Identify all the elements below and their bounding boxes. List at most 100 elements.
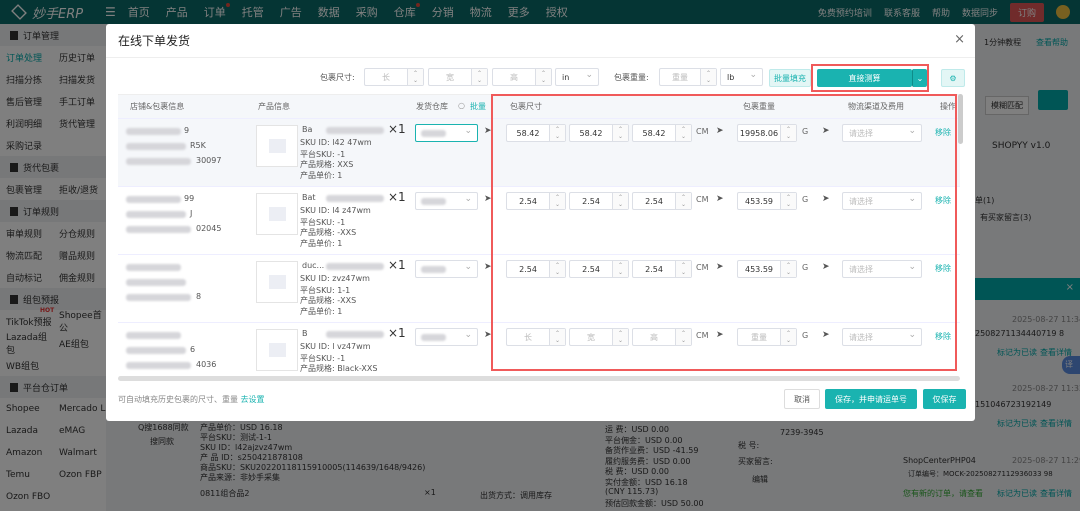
paper-plane-icon[interactable]: ➤ (822, 194, 830, 204)
stepper-icon[interactable]: ⌃ ⌄ (675, 125, 691, 141)
go-settings-link[interactable]: 去设置 (240, 395, 265, 404)
height-input[interactable]: 2.54 ⌃ ⌄ (632, 260, 692, 278)
weight-unit: G (802, 331, 809, 340)
warehouse-select[interactable] (415, 328, 478, 346)
product-platform-sku: 平台SKU: -1 (300, 149, 346, 159)
direct-calc-button[interactable]: 直接测算 (817, 69, 912, 87)
paper-plane-icon[interactable]: ➤ (484, 330, 492, 340)
product-spec: 产品规格: -XXS (300, 228, 357, 237)
stepper-icon[interactable]: ⌃ ⌄ (549, 261, 565, 277)
paper-plane-icon[interactable]: ➤ (716, 262, 724, 272)
stepper-icon[interactable]: ⌃ ⌄ (780, 193, 796, 209)
col-product: 产品信息 (258, 102, 290, 111)
dim-unit: CM (696, 127, 709, 136)
paper-plane-icon[interactable]: ➤ (822, 330, 830, 340)
width-input[interactable]: 58.42 ⌃ ⌄ (569, 124, 629, 142)
height-input[interactable]: 2.54 ⌃ ⌄ (632, 192, 692, 210)
blurred-text (126, 362, 191, 369)
weight-input[interactable]: 19958.06 ⌃ ⌄ (737, 124, 797, 142)
weight-input[interactable]: 453.59 ⌃ ⌄ (737, 192, 797, 210)
horizontal-scrollbar[interactable] (118, 376, 960, 381)
stepper-icon[interactable]: ⌃ ⌄ (549, 193, 565, 209)
weight-input[interactable]: 重量 ⌃ ⌄ (659, 68, 717, 86)
height-input[interactable]: 58.42 ⌃ ⌄ (632, 124, 692, 142)
stepper-icon[interactable]: ⌃ ⌄ (675, 261, 691, 277)
paper-plane-icon[interactable]: ➤ (484, 194, 492, 204)
batch-fill-button[interactable]: 批量填充 (769, 69, 811, 87)
batch-toolbar: 包裹尺寸: 长⌃⌄ 宽⌃⌄ 高⌃⌄ in 包裹重量: 重量⌃⌄ lb 批量填充 … (106, 68, 975, 90)
stepper-icon[interactable]: ⌃ ⌄ (612, 125, 628, 141)
length-input[interactable]: 2.54 ⌃ ⌄ (506, 260, 566, 278)
store-info: 8 (196, 292, 202, 301)
stepper-icon[interactable]: ⌃ ⌄ (612, 261, 628, 277)
store-info: R5K (190, 141, 206, 150)
blurred-text (126, 196, 181, 203)
paper-plane-icon[interactable]: ➤ (484, 262, 492, 272)
vertical-scrollbar[interactable] (958, 94, 963, 144)
warehouse-select[interactable] (415, 124, 478, 142)
weight-input[interactable]: 重量 ⌃ ⌄ (737, 328, 797, 346)
length-input[interactable]: 2.54 ⌃ ⌄ (506, 192, 566, 210)
settings-icon[interactable]: ⚙ (941, 69, 965, 87)
store-info: 9 (184, 126, 190, 135)
blurred-text (326, 331, 384, 338)
stepper-icon[interactable]: ⌃ ⌄ (780, 329, 796, 345)
refresh-icon[interactable]: ○ (458, 101, 465, 110)
quantity: ×1 (388, 122, 406, 136)
save-and-apply-button[interactable]: 保存，并申请运单号 (825, 389, 917, 409)
stepper-icon[interactable]: ⌃ ⌄ (612, 193, 628, 209)
paper-plane-icon[interactable]: ➤ (822, 262, 830, 272)
batch-warehouse-link[interactable]: 批量 (470, 102, 486, 111)
paper-plane-icon[interactable]: ➤ (716, 126, 724, 136)
close-icon[interactable]: × (954, 32, 965, 47)
remove-link[interactable]: 移除 (935, 128, 951, 137)
weight-unit-select[interactable]: lb (720, 68, 763, 86)
width-input[interactable]: 2.54 ⌃ ⌄ (569, 192, 629, 210)
length-input[interactable]: 长 ⌃ ⌄ (506, 328, 566, 346)
col-logistics: 物流渠道及费用 (848, 102, 904, 111)
warehouse-select[interactable] (415, 260, 478, 278)
package-table: 店铺&包裹信息 产品信息 发货仓库 ○ 批量 包裹尺寸 包裹重量 物流渠道及费用… (118, 94, 960, 376)
remove-link[interactable]: 移除 (935, 264, 951, 273)
stepper-icon[interactable]: ⌃ ⌄ (780, 261, 796, 277)
warehouse-select[interactable] (415, 192, 478, 210)
width-input[interactable]: 2.54 ⌃ ⌄ (569, 260, 629, 278)
remove-link[interactable]: 移除 (935, 332, 951, 341)
width-input[interactable]: 宽 ⌃ ⌄ (428, 68, 488, 86)
weight-input[interactable]: 453.59 ⌃ ⌄ (737, 260, 797, 278)
width-input[interactable]: 宽 ⌃ ⌄ (569, 328, 629, 346)
blurred-text (126, 264, 181, 271)
logistics-select[interactable]: 请选择 (842, 260, 922, 278)
cancel-button[interactable]: 取消 (784, 389, 820, 409)
length-input[interactable]: 58.42 ⌃ ⌄ (506, 124, 566, 142)
save-only-button[interactable]: 仅保存 (923, 389, 966, 409)
chevron-down-icon[interactable]: ⌄ (912, 69, 927, 87)
stepper-icon[interactable]: ⌃ ⌄ (612, 329, 628, 345)
stepper-icon[interactable]: ⌃ ⌄ (675, 329, 691, 345)
size-label: 包裹尺寸: (320, 73, 355, 82)
paper-plane-icon[interactable]: ➤ (716, 330, 724, 340)
length-input[interactable]: 长 ⌃ ⌄ (364, 68, 424, 86)
product-name: B (302, 329, 308, 338)
logistics-select[interactable]: 请选择 (842, 192, 922, 210)
stepper-icon[interactable]: ⌃ ⌄ (549, 329, 565, 345)
col-store: 店铺&包裹信息 (130, 102, 185, 111)
product-price: 产品单价: 1 (300, 238, 343, 248)
stepper-icon[interactable]: ⌃ ⌄ (780, 125, 796, 141)
logistics-select[interactable]: 请选择 (842, 124, 922, 142)
paper-plane-icon[interactable]: ➤ (716, 194, 724, 204)
paper-plane-icon[interactable]: ➤ (484, 126, 492, 136)
blurred-text (126, 294, 191, 301)
blurred-text (126, 347, 186, 354)
logistics-select[interactable]: 请选择 (842, 328, 922, 346)
remove-link[interactable]: 移除 (935, 196, 951, 205)
product-thumbnail (256, 261, 298, 303)
stepper-icon[interactable]: ⌃ ⌄ (549, 125, 565, 141)
stepper-icon[interactable]: ⌃ ⌄ (675, 193, 691, 209)
height-input[interactable]: 高 ⌃ ⌄ (632, 328, 692, 346)
dim-unit: CM (696, 195, 709, 204)
height-input[interactable]: 高 ⌃ ⌄ (492, 68, 552, 86)
size-unit-select[interactable]: in (555, 68, 599, 86)
product-sku-id: SKU ID: zvz47wm (300, 274, 370, 283)
paper-plane-icon[interactable]: ➤ (822, 126, 830, 136)
